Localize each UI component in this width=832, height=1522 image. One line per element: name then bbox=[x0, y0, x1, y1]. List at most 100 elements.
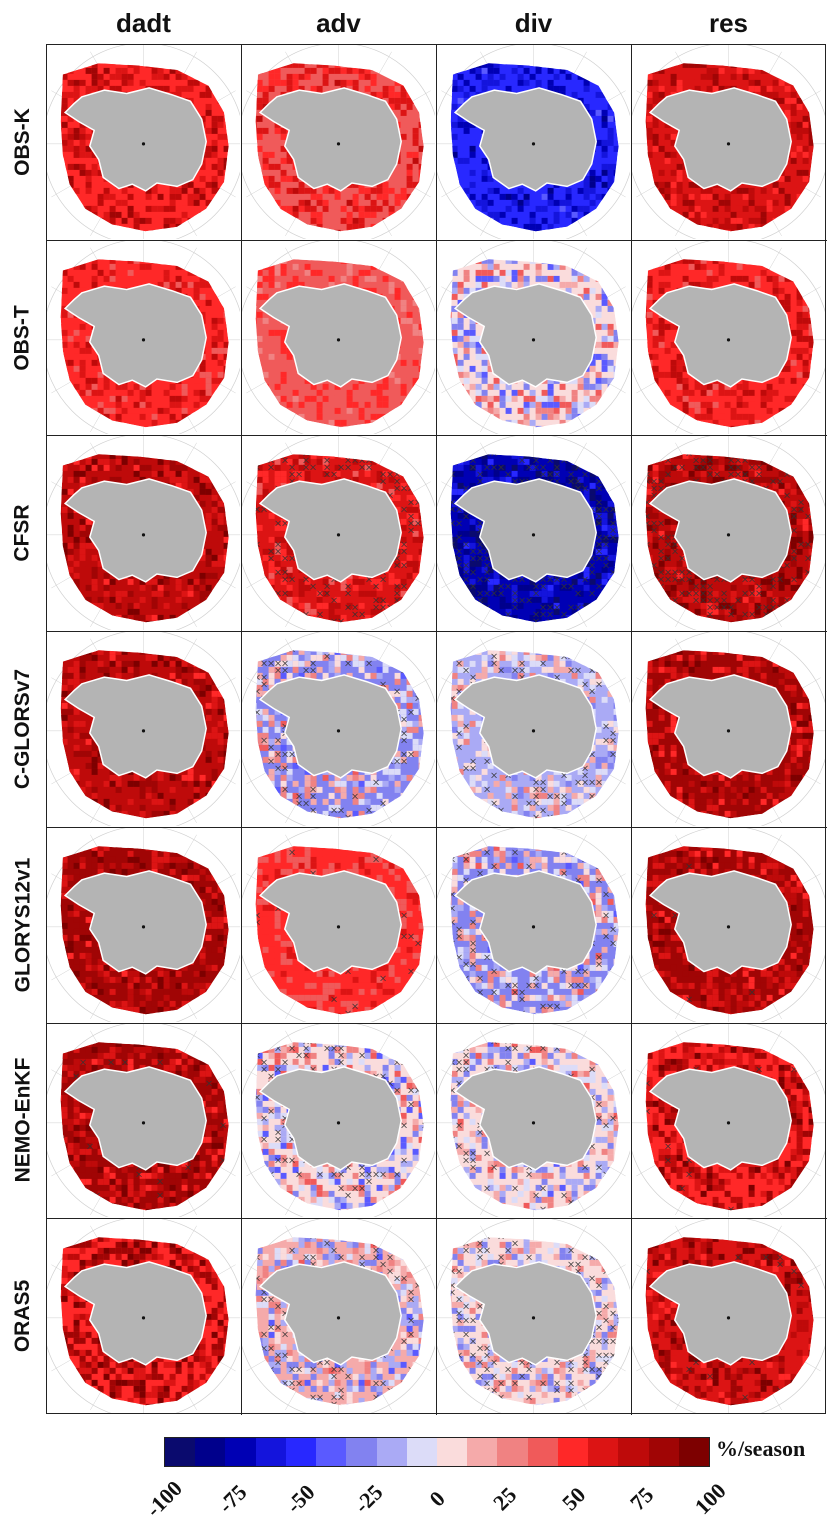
colorbar-tick-label: 50 bbox=[557, 1482, 591, 1516]
south-pole-marker bbox=[532, 142, 535, 145]
colorbar-tick-label: -100 bbox=[141, 1476, 188, 1522]
colorbar-tick-label: -75 bbox=[213, 1479, 252, 1518]
map-panel bbox=[242, 1024, 437, 1220]
south-pole-marker bbox=[727, 534, 730, 537]
polar-map bbox=[242, 45, 435, 239]
colorbar-tick-label: -50 bbox=[281, 1479, 320, 1518]
panel-grid bbox=[46, 44, 826, 1414]
map-panel bbox=[632, 828, 827, 1024]
colorbar-cell bbox=[528, 1438, 558, 1466]
column-title-adv: adv bbox=[241, 8, 436, 40]
column-title-dadt: dadt bbox=[46, 8, 241, 40]
map-panel bbox=[437, 45, 632, 241]
colorbar-tick-label: 75 bbox=[625, 1482, 659, 1516]
row-title-label: OBS-K bbox=[11, 108, 35, 176]
colorbar-cell bbox=[437, 1438, 467, 1466]
colorbar-unit: %/season bbox=[716, 1436, 805, 1462]
colorbar-tick-label: 0 bbox=[424, 1486, 450, 1512]
row-title-label: ORAS5 bbox=[11, 1280, 35, 1352]
map-panel bbox=[632, 1219, 827, 1415]
colorbar-cell bbox=[649, 1438, 679, 1466]
south-pole-marker bbox=[142, 1317, 145, 1320]
row-title-c-glorsv7: C-GLORSv7 bbox=[4, 631, 42, 827]
polar-map bbox=[437, 45, 630, 239]
colorbar-cell bbox=[679, 1438, 709, 1466]
colorbar bbox=[164, 1437, 710, 1467]
map-panel bbox=[242, 241, 437, 437]
colorbar-cell bbox=[558, 1438, 588, 1466]
south-pole-marker bbox=[727, 925, 730, 928]
colorbar-cell bbox=[346, 1438, 376, 1466]
map-panel bbox=[47, 1219, 242, 1415]
south-pole-marker bbox=[142, 925, 145, 928]
polar-map bbox=[437, 1219, 630, 1413]
map-panel bbox=[242, 632, 437, 828]
map-panel bbox=[242, 45, 437, 241]
colorbar-cell bbox=[286, 1438, 316, 1466]
south-pole-marker bbox=[142, 338, 145, 341]
polar-map bbox=[437, 828, 630, 1022]
colorbar-cell bbox=[256, 1438, 286, 1466]
row-title-label: GLORYS12v1 bbox=[11, 857, 35, 992]
polar-map bbox=[47, 436, 240, 630]
south-pole-marker bbox=[727, 729, 730, 732]
colorbar-cell bbox=[407, 1438, 437, 1466]
row-title-obs-k: OBS-K bbox=[4, 44, 42, 240]
colorbar-cell bbox=[467, 1438, 497, 1466]
row-title-label: C-GLORSv7 bbox=[11, 669, 35, 789]
south-pole-marker bbox=[142, 729, 145, 732]
south-pole-marker bbox=[532, 1121, 535, 1124]
colorbar-cell bbox=[225, 1438, 255, 1466]
map-panel bbox=[437, 436, 632, 632]
colorbar-cell bbox=[165, 1438, 195, 1466]
map-panel bbox=[437, 632, 632, 828]
south-pole-marker bbox=[532, 1317, 535, 1320]
map-panel bbox=[437, 1219, 632, 1415]
map-panel bbox=[437, 1024, 632, 1220]
polar-map bbox=[242, 632, 435, 826]
map-panel bbox=[242, 828, 437, 1024]
polar-map bbox=[437, 241, 630, 435]
polar-map bbox=[437, 436, 630, 630]
column-title-res: res bbox=[631, 8, 826, 40]
south-pole-marker bbox=[337, 729, 340, 732]
colorbar-tick-label: -25 bbox=[349, 1479, 388, 1518]
south-pole-marker bbox=[532, 729, 535, 732]
map-panel bbox=[632, 436, 827, 632]
polar-map bbox=[242, 1219, 435, 1413]
south-pole-marker bbox=[337, 534, 340, 537]
polar-map bbox=[632, 828, 825, 1022]
polar-map bbox=[242, 241, 435, 435]
map-panel bbox=[242, 436, 437, 632]
south-pole-marker bbox=[337, 1121, 340, 1124]
row-title-oras5: ORAS5 bbox=[4, 1218, 42, 1414]
polar-map bbox=[632, 45, 825, 239]
map-panel bbox=[47, 45, 242, 241]
south-pole-marker bbox=[142, 1121, 145, 1124]
map-panel bbox=[47, 828, 242, 1024]
south-pole-marker bbox=[532, 338, 535, 341]
map-panel bbox=[437, 241, 632, 437]
map-panel bbox=[437, 828, 632, 1024]
polar-map bbox=[632, 1219, 825, 1413]
polar-map bbox=[242, 436, 435, 630]
south-pole-marker bbox=[727, 1317, 730, 1320]
map-panel bbox=[47, 1024, 242, 1220]
south-pole-marker bbox=[337, 925, 340, 928]
south-pole-marker bbox=[337, 142, 340, 145]
polar-map bbox=[47, 1219, 240, 1413]
polar-map bbox=[632, 1024, 825, 1218]
row-title-label: NEMO-EnKF bbox=[11, 1058, 35, 1183]
polar-map bbox=[47, 1024, 240, 1218]
south-pole-marker bbox=[532, 925, 535, 928]
south-pole-marker bbox=[142, 142, 145, 145]
south-pole-marker bbox=[337, 1317, 340, 1320]
row-title-nemo-enkf: NEMO-EnKF bbox=[4, 1023, 42, 1219]
map-panel bbox=[632, 632, 827, 828]
polar-map bbox=[242, 1024, 435, 1218]
row-title-label: CFSR bbox=[11, 505, 35, 562]
polar-map bbox=[47, 632, 240, 826]
colorbar-cell bbox=[195, 1438, 225, 1466]
polar-map bbox=[47, 45, 240, 239]
column-title-div: div bbox=[436, 8, 631, 40]
